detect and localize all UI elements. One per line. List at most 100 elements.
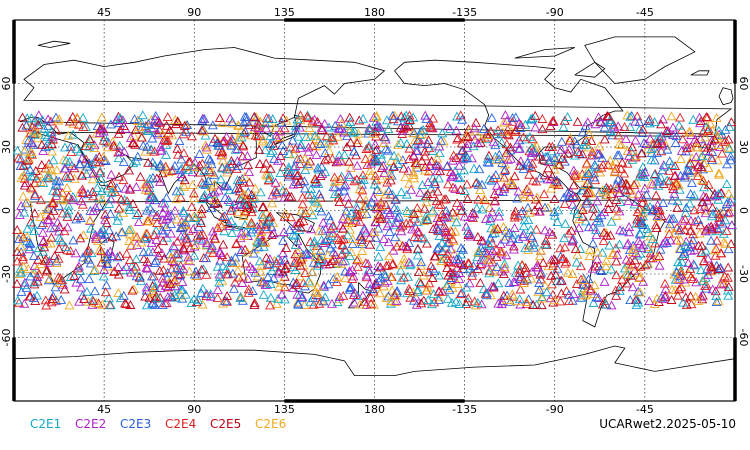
observation-marker [486,112,497,122]
observation-marker [129,231,140,241]
observation-marker [190,213,201,222]
observation-marker [363,142,374,152]
observation-marker [518,221,529,231]
observation-marker [314,226,325,236]
observation-marker [354,209,364,219]
observation-marker [670,161,680,171]
lon-tick-label-top: 45 [97,6,111,19]
lon-tick-label-bottom: 135 [274,403,295,416]
observation-marker [313,260,324,270]
observation-marker [478,284,489,294]
observation-marker [279,263,290,273]
observation-marker [368,286,379,296]
observation-marker [614,239,625,249]
observation-marker [620,187,631,197]
observation-marker [112,215,123,225]
observation-marker [611,179,622,189]
observation-marker [531,141,542,151]
observation-marker [186,201,197,211]
observation-marker [613,174,624,184]
observation-marker [310,130,321,140]
observation-marker [524,169,535,179]
observation-marker [569,205,580,215]
observation-marker [725,155,736,165]
observation-marker [17,112,28,122]
observation-marker [391,241,402,251]
observation-marker [707,155,718,164]
observation-marker [534,251,545,261]
observation-marker [594,217,605,227]
observation-marker [18,262,29,272]
observation-marker [685,158,696,168]
observation-marker [379,168,390,178]
observation-marker [72,211,83,221]
observation-marker [413,135,424,145]
observation-marker [357,179,367,189]
observation-marker [431,159,442,169]
observation-marker [406,258,416,268]
observation-marker [718,228,729,238]
observation-marker [382,115,392,125]
observation-marker [317,169,328,178]
observation-marker [403,283,414,293]
observation-marker [74,159,85,169]
observation-marker [376,173,387,183]
observation-marker [175,264,186,274]
observation-marker [629,179,640,189]
observation-marker [77,153,87,163]
observation-marker [348,297,359,307]
observation-marker [160,161,171,171]
observation-marker [387,285,398,295]
observation-marker [590,225,601,235]
observation-marker [526,113,536,123]
observation-marker [647,179,658,189]
coastline [514,47,575,59]
observation-marker [577,292,588,302]
observation-marker [616,140,627,149]
observation-marker [646,178,657,188]
observation-marker [127,285,138,295]
observation-marker [159,253,170,263]
observation-marker [501,139,512,149]
observation-marker [14,234,24,243]
observation-marker [581,188,592,198]
observation-marker [149,146,160,156]
observation-marker [492,223,503,233]
observation-marker [388,220,399,230]
observation-marker [29,277,40,287]
observation-marker [375,122,385,132]
observation-marker [586,135,597,145]
bottom-longitude-labels: 45 90 135 180 -135 -90 -45 [97,403,654,416]
observation-marker [143,246,154,256]
observation-marker [227,118,238,128]
observation-marker [104,198,115,208]
observation-marker [376,213,387,223]
observation-marker [575,274,586,284]
observation-marker [456,249,467,259]
observation-marker [693,295,704,305]
observation-marker [51,124,61,134]
observation-marker [375,241,386,251]
observation-marker [559,198,570,208]
observation-marker [685,272,696,282]
observation-marker [454,299,465,308]
observation-marker [604,240,615,250]
observation-marker [262,272,273,282]
observation-marker [357,170,368,180]
observation-marker [94,127,105,137]
observation-marker [85,223,96,233]
observation-marker [128,138,139,148]
lon-tick-label-top: 180 [364,6,385,19]
observation-marker [600,299,611,309]
observation-marker [473,247,484,257]
observation-marker [666,111,677,121]
observation-marker [225,196,235,206]
observation-marker [315,245,326,255]
observation-marker [614,285,625,295]
observation-marker [537,154,548,164]
observation-marker [125,300,136,309]
observation-marker [136,276,147,286]
observation-marker [305,278,316,288]
observation-marker [128,158,139,168]
observation-marker [196,217,206,227]
